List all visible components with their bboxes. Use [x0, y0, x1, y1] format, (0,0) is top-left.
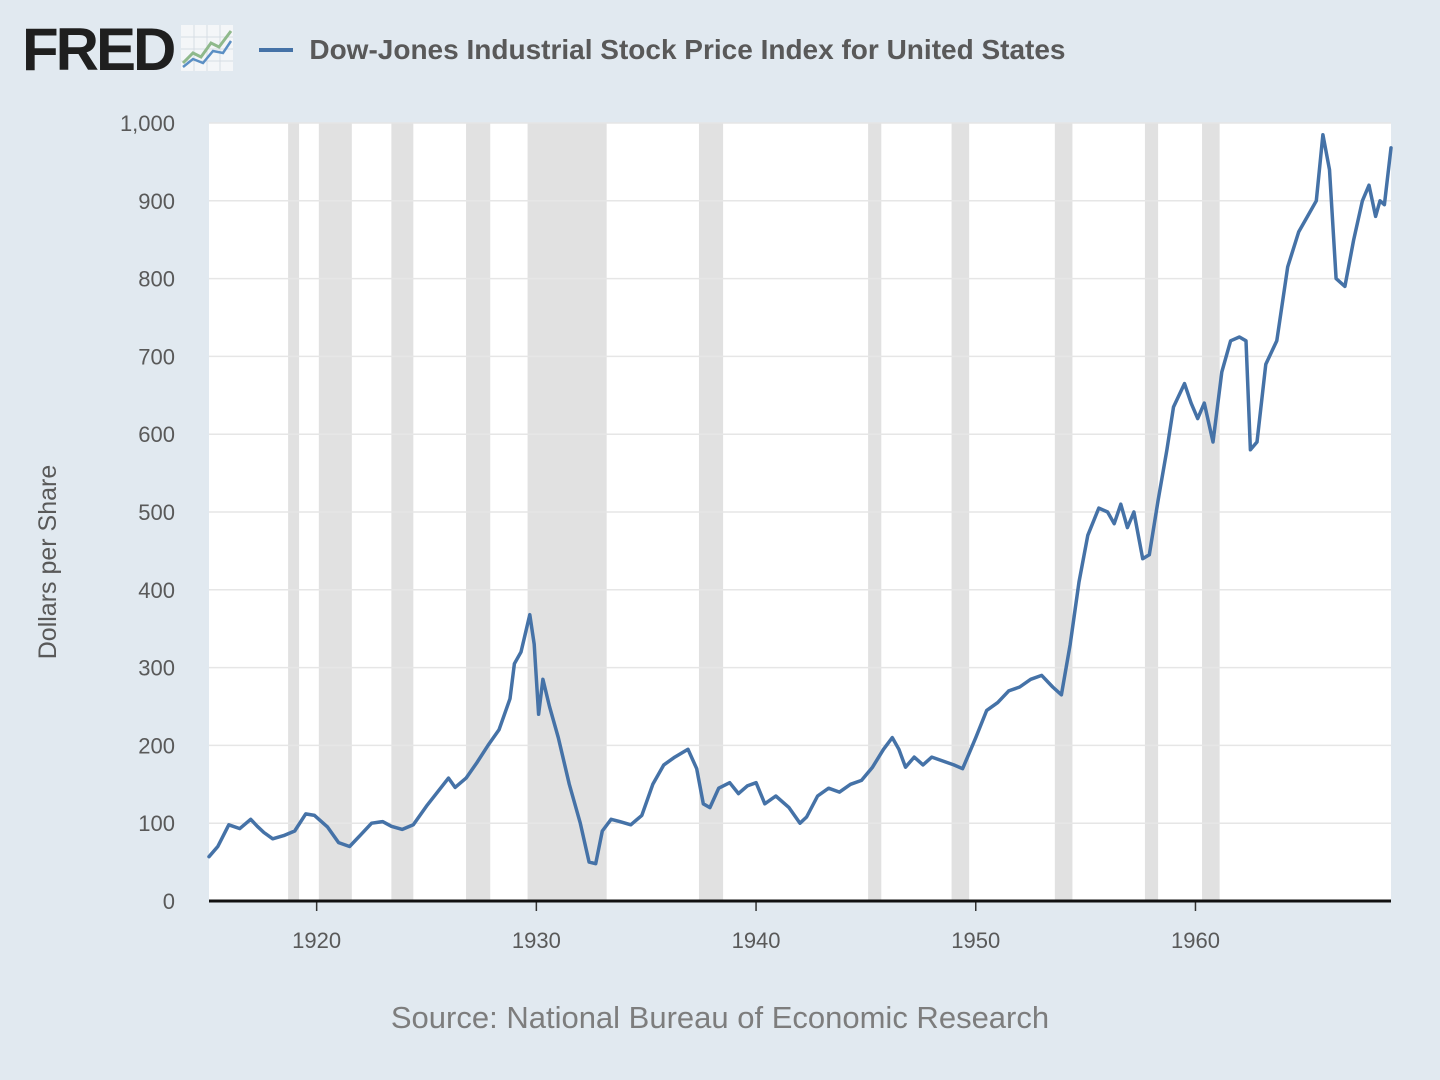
fred-line-chart-logo-icon — [179, 23, 235, 78]
y-tick-label: 500 — [138, 500, 175, 525]
fred-wordmark: FRED — [22, 16, 176, 83]
y-tick-label: 900 — [138, 189, 175, 214]
y-tick-label: 0 — [163, 889, 175, 914]
chart-legend[interactable]: Dow-Jones Industrial Stock Price Index f… — [259, 34, 1066, 66]
series-line-0[interactable] — [207, 132, 1393, 866]
x-tick-label: 1930 — [512, 928, 561, 953]
fred-brand[interactable]: FRED — [22, 20, 235, 80]
legend-label: Dow-Jones Industrial Stock Price Index f… — [309, 34, 1066, 65]
y-tick-label: 200 — [138, 733, 175, 758]
x-tick-label: 1940 — [732, 928, 781, 953]
y-tick-label: 700 — [138, 344, 175, 369]
line-chart: 0 100 200 300 400 500 600 700 800 900 1,000 1920 193… — [34, 111, 1393, 953]
axes: 0 100 200 300 400 500 600 700 800 900 1,000 1920 193… — [120, 111, 1391, 953]
y-tick-label: 100 — [138, 811, 175, 836]
series-layer — [207, 132, 1393, 866]
y-tick-label: 1,000 — [120, 111, 175, 136]
y-tick-label: 300 — [138, 656, 175, 681]
y-axis-label: Dollars per Share — [34, 465, 62, 660]
x-tick-label: 1960 — [1171, 928, 1220, 953]
chart-header: FRED Dow-Jones Industrial Stock Price In… — [22, 18, 1066, 82]
y-tick-label: 800 — [138, 267, 175, 292]
y-tick-label: 600 — [138, 422, 175, 447]
source-note: Source: National Bureau of Economic Rese… — [390, 1000, 1050, 1035]
x-tick-label: 1920 — [292, 928, 341, 953]
y-tick-label: 400 — [138, 578, 175, 603]
x-tick-label: 1950 — [951, 928, 1000, 953]
gridlines — [209, 122, 1391, 824]
legend-swatch — [259, 48, 294, 52]
